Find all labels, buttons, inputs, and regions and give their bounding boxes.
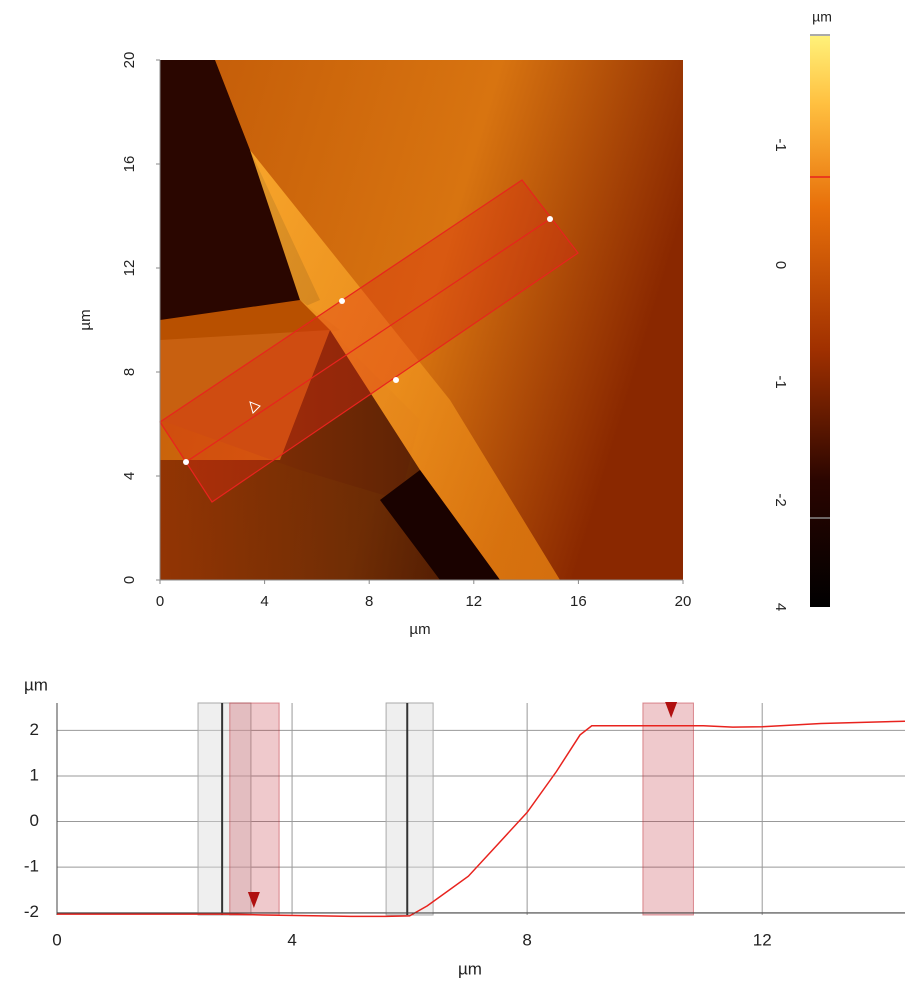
marker-band <box>642 702 694 916</box>
y-axis-title: µm <box>24 675 48 694</box>
x-tick-label: 12 <box>465 593 482 610</box>
colorbar-label: 4 <box>772 603 789 611</box>
colorbar-label: -1 <box>772 375 789 388</box>
y-tick-label: 0 <box>30 811 39 830</box>
x-tick-label: 0 <box>52 930 61 949</box>
profile-line <box>57 720 905 918</box>
x-tick-label: 4 <box>260 593 268 610</box>
x-tick-label: 8 <box>522 930 531 949</box>
x-axis-title: µm <box>458 959 482 978</box>
x-tick-label: 0 <box>156 593 164 610</box>
x-tick-label: 4 <box>287 930 296 949</box>
profile-selection[interactable] <box>159 179 579 503</box>
x-tick-label: 16 <box>570 593 587 610</box>
y-tick-label: -2 <box>24 902 39 921</box>
colorbar-title: µm <box>812 9 832 25</box>
y-tick-label: 4 <box>121 472 138 480</box>
y-tick-label: 0 <box>121 576 138 584</box>
y-tick-label: 12 <box>121 260 138 277</box>
colorbar-label: 0 <box>772 261 789 269</box>
y-tick-label: 16 <box>121 156 138 173</box>
colorbar-label: -1 <box>772 138 789 151</box>
marker <box>247 892 260 908</box>
x-axis-title: µm <box>409 621 430 638</box>
y-tick-label: 2 <box>30 720 39 739</box>
y-tick-label: 8 <box>121 368 138 376</box>
y-tick-label: 1 <box>30 765 39 784</box>
x-tick-label: 8 <box>365 593 373 610</box>
afm-image <box>160 60 683 580</box>
y-axis-title: µm <box>77 309 94 330</box>
x-tick-label: 12 <box>753 930 772 949</box>
colorbar-label: -2 <box>772 493 789 506</box>
y-tick-label: 20 <box>121 52 138 69</box>
marker <box>665 702 678 718</box>
marker-band <box>229 702 280 916</box>
cursor-band <box>197 702 252 916</box>
y-tick-label: -1 <box>24 857 39 876</box>
cursor-band <box>385 702 434 916</box>
colorbar <box>810 35 830 607</box>
x-tick-label: 20 <box>675 593 692 610</box>
